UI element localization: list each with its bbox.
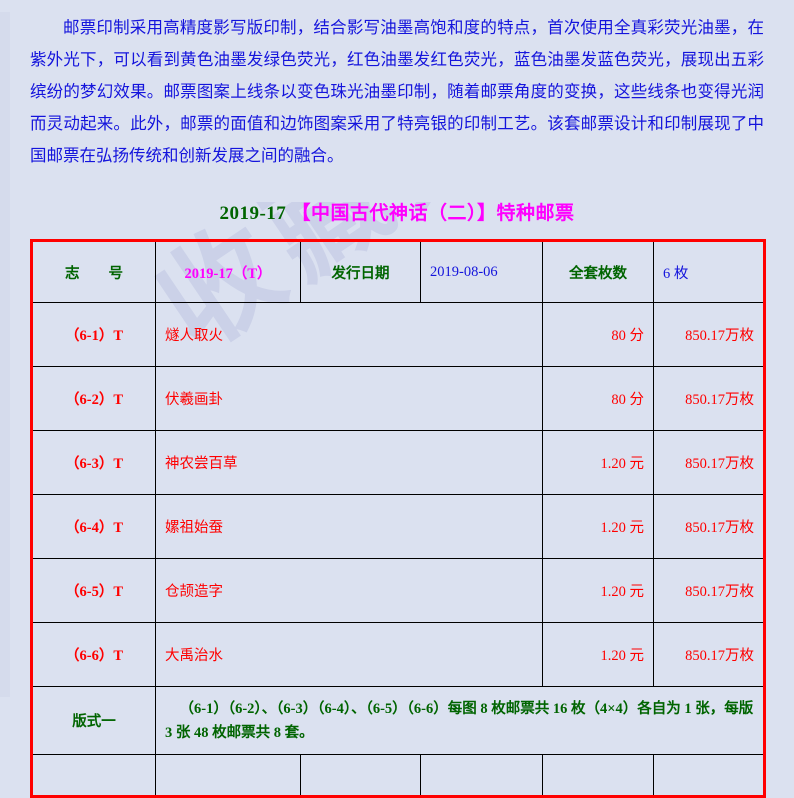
page-content: 邮票印制采用高精度影写版印制，结合影写油墨高饱和度的特点，首次使用全真彩荧光油墨…: [0, 12, 794, 798]
row-code: （6-2）T: [31, 366, 156, 431]
row-code: （6-4）T: [31, 494, 156, 559]
tail-cell: [420, 754, 543, 797]
row-face-value: 1.20 元: [542, 430, 654, 495]
row-face-value: 80 分: [542, 302, 654, 367]
title-issue-name: 【中国古代神话（二）】特种邮票: [291, 203, 575, 224]
table-row: （6-6）T 大禹治水 1.20 元 850.17万枚: [31, 622, 765, 687]
row-name: 神农尝百草: [155, 430, 543, 495]
table-row: （6-2）T 伏羲画卦 80 分 850.17万枚: [31, 366, 765, 431]
table-row: （6-1）T 燧人取火 80 分 850.17万枚: [31, 302, 765, 367]
row-code: （6-6）T: [31, 622, 156, 687]
header-value-issue-code: 2019-17（T）: [155, 240, 301, 303]
tail-cell: [155, 754, 301, 797]
page-title: 2019-17 【中国古代神话（二）】特种邮票: [30, 198, 764, 225]
row-quantity: 850.17万枚: [653, 430, 765, 495]
table-header-row: 志 号 2019-17（T） 发行日期 2019-08-06 全套枚数 6 枚: [31, 240, 765, 303]
row-code: （6-1）T: [31, 302, 156, 367]
tail-cell: [300, 754, 421, 797]
header-label-issue-code: 志 号: [31, 240, 156, 303]
plate-format-text: （6-1）（6-2）、（6-3）（6-4）、（6-5）（6-6）每图 8 枚邮票…: [155, 686, 765, 755]
header-label-set-count: 全套枚数: [542, 240, 654, 303]
plate-format-row: 版式一 （6-1）（6-2）、（6-3）（6-4）、（6-5）（6-6）每图 8…: [31, 686, 765, 755]
row-name: 嫘祖始蚕: [155, 494, 543, 559]
row-code: （6-3）T: [31, 430, 156, 495]
row-face-value: 1.20 元: [542, 558, 654, 623]
row-code: （6-5）T: [31, 558, 156, 623]
tail-cell: [31, 754, 156, 797]
title-issue-code: 2019-17: [219, 203, 287, 224]
row-face-value: 1.20 元: [542, 494, 654, 559]
header-value-set-count: 6 枚: [653, 240, 765, 303]
table-row: （6-3）T 神农尝百草 1.20 元 850.17万枚: [31, 430, 765, 495]
left-gutter-strip: [0, 12, 10, 697]
row-name: 大禹治水: [155, 622, 543, 687]
row-quantity: 850.17万枚: [653, 558, 765, 623]
header-label-issue-date: 发行日期: [300, 240, 421, 303]
row-quantity: 850.17万枚: [653, 366, 765, 431]
row-quantity: 850.17万枚: [653, 622, 765, 687]
header-value-issue-date: 2019-08-06: [420, 240, 543, 303]
intro-paragraph: 邮票印制采用高精度影写版印制，结合影写油墨高饱和度的特点，首次使用全真彩荧光油墨…: [30, 18, 764, 165]
stamp-info-table: 志 号 2019-17（T） 发行日期 2019-08-06 全套枚数 6 枚 …: [30, 239, 766, 798]
row-quantity: 850.17万枚: [653, 302, 765, 367]
table-row: （6-5）T 仓颉造字 1.20 元 850.17万枚: [31, 558, 765, 623]
row-name: 仓颉造字: [155, 558, 543, 623]
row-name: 燧人取火: [155, 302, 543, 367]
table-row: [31, 754, 765, 797]
row-face-value: 1.20 元: [542, 622, 654, 687]
tail-cell: [653, 754, 765, 797]
row-quantity: 850.17万枚: [653, 494, 765, 559]
row-name: 伏羲画卦: [155, 366, 543, 431]
table-row: （6-4）T 嫘祖始蚕 1.20 元 850.17万枚: [31, 494, 765, 559]
row-face-value: 80 分: [542, 366, 654, 431]
plate-format-label: 版式一: [31, 686, 156, 755]
tail-cell: [542, 754, 654, 797]
